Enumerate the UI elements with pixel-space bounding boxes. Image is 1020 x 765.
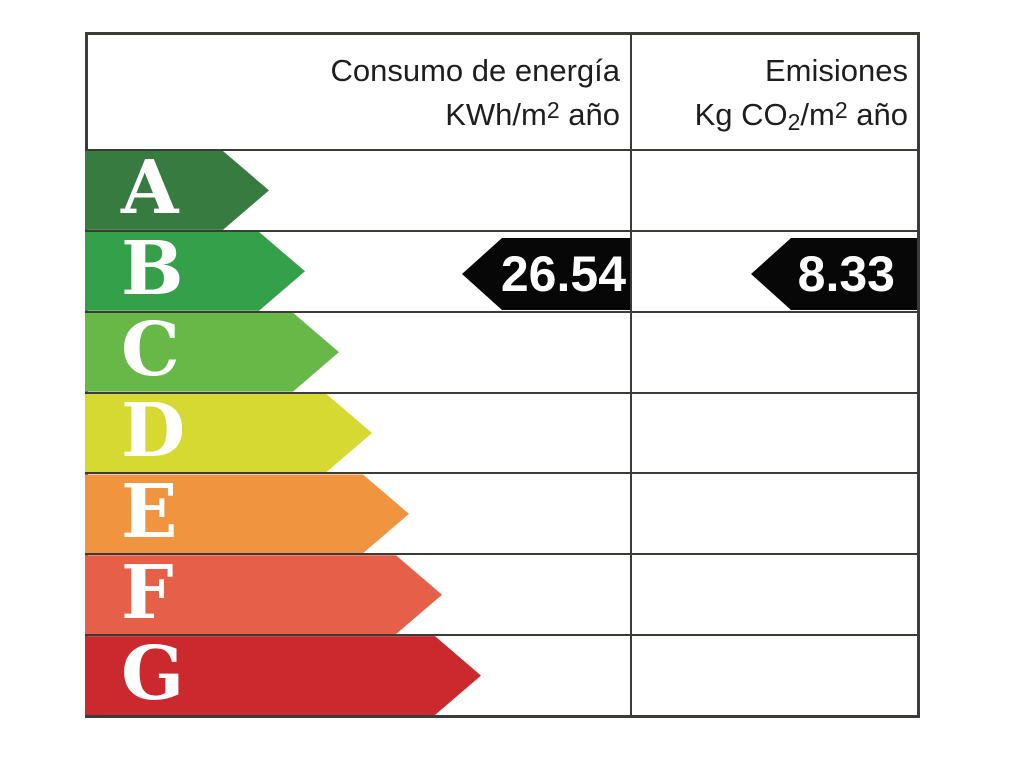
header-emissions-line1: Emisiones xyxy=(765,53,908,88)
header-consumption-line2: KWh/m2 año xyxy=(445,97,620,132)
rating-row-a: A xyxy=(88,151,917,232)
emissions-value: 8.33 xyxy=(797,246,895,302)
rating-letter-g: G xyxy=(121,630,185,717)
consumption-value: 26.54 xyxy=(500,246,626,302)
rating-row-g: G xyxy=(88,636,917,715)
header-consumption: Consumo de energía KWh/m2 año xyxy=(88,35,632,149)
rating-letter-d: D xyxy=(121,388,186,474)
rating-bar-b-arrow-icon: B xyxy=(85,232,305,311)
header-emissions: Emisiones Kg CO2/m2 año xyxy=(632,35,917,149)
superscript-2: 2 xyxy=(834,97,848,123)
rating-bar-e-arrow-icon: E xyxy=(85,474,409,553)
rating-letter-b: B xyxy=(121,226,184,313)
rating-letter-e: E xyxy=(121,468,178,555)
rating-row-e: E xyxy=(85,474,917,556)
rating-letter-f: F xyxy=(121,549,174,636)
rating-letter-a: A xyxy=(121,145,179,232)
consumption-value-arrow-icon: 26.54 xyxy=(462,238,630,310)
rating-bar-c-arrow-icon: C xyxy=(85,313,339,392)
column-divider xyxy=(630,151,632,715)
rating-row-d: D xyxy=(88,394,917,475)
rating-bar-d-arrow-icon: D xyxy=(85,394,372,473)
rating-row-b: B xyxy=(88,232,917,313)
rating-row-f: F xyxy=(85,555,917,637)
superscript-2: 2 xyxy=(546,97,560,123)
emissions-value-arrow-icon: 8.33 xyxy=(751,238,917,310)
rating-bar-f-arrow-icon: F xyxy=(85,555,442,634)
header-emissions-line2: Kg CO2/m2 año xyxy=(694,97,908,135)
subscript-2: 2 xyxy=(787,109,801,135)
header-consumption-line1: Consumo de energía xyxy=(330,53,620,88)
rating-row-c: C xyxy=(88,313,917,394)
energy-rating-table: Consumo de energía KWh/m2 año Emisiones … xyxy=(85,32,920,718)
rating-bar-g-arrow-icon: G xyxy=(85,636,481,715)
table-header: Consumo de energía KWh/m2 año Emisiones … xyxy=(88,35,917,151)
rating-letter-c: C xyxy=(121,307,180,394)
rating-bar-a-arrow-icon: A xyxy=(85,151,269,230)
rating-rows: A B C D E xyxy=(88,151,917,715)
